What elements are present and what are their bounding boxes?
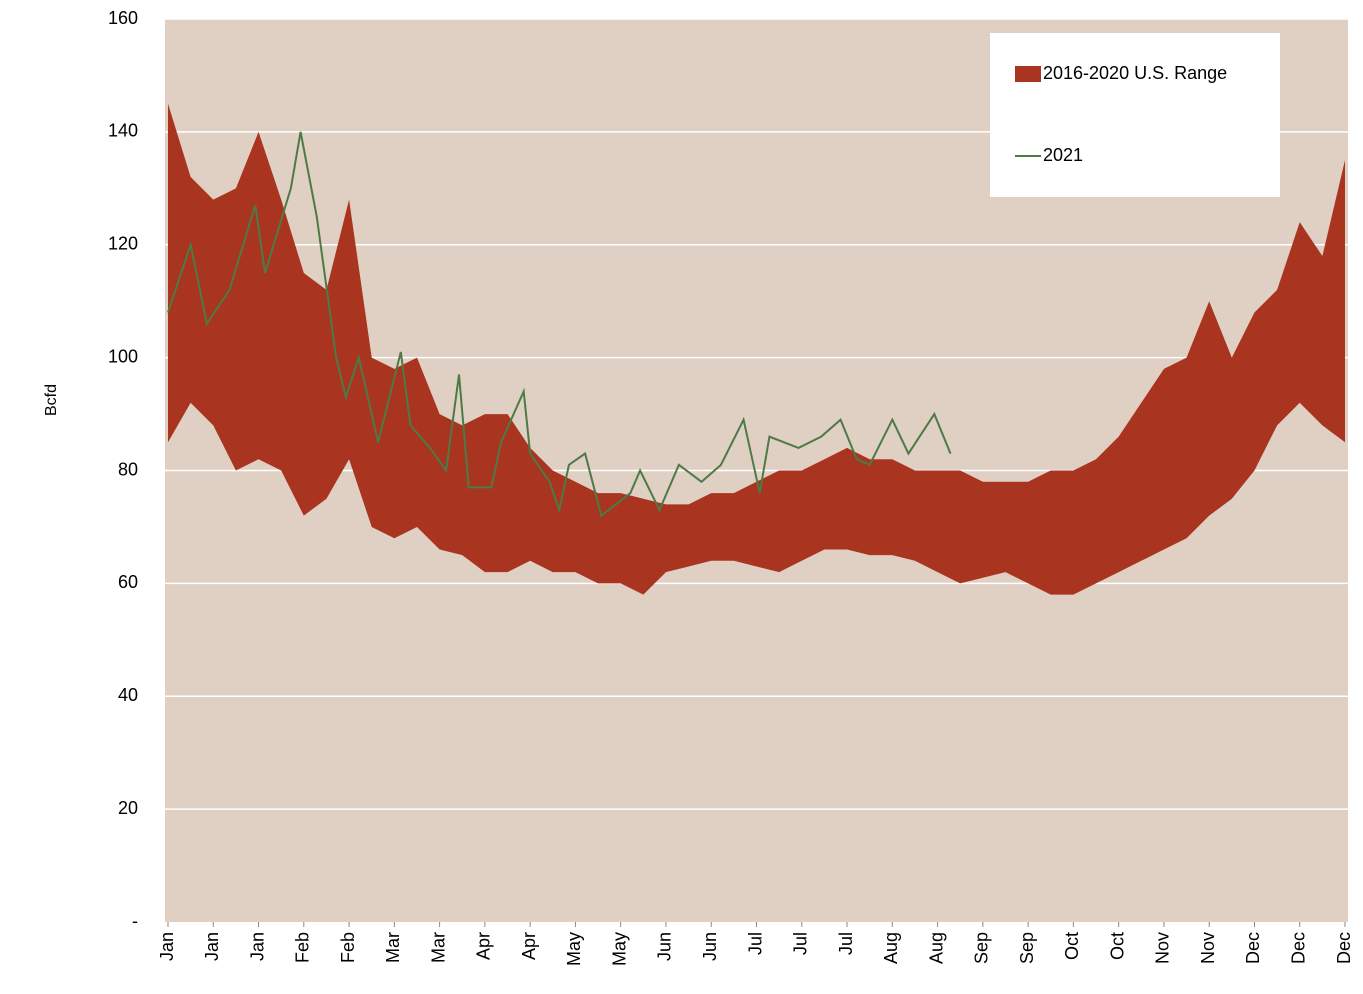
x-tick-label: Jul	[836, 932, 856, 955]
x-tick-label: Feb	[338, 932, 358, 963]
y-axis-label: Bcfd	[43, 384, 60, 416]
y-tick-label: 80	[118, 459, 138, 479]
y-tick-label: 160	[108, 8, 138, 28]
x-tick-label: Jan	[202, 932, 222, 961]
x-tick-label: May	[609, 932, 629, 966]
x-tick-label: Oct	[1062, 932, 1082, 960]
x-tick-label: Jun	[700, 932, 720, 961]
y-tick-label: 100	[108, 346, 138, 366]
legend-swatch	[1015, 66, 1041, 82]
x-tick-label: Apr	[474, 932, 494, 960]
x-tick-label: Mar	[383, 932, 403, 963]
x-tick-label: Nov	[1153, 932, 1173, 964]
y-tick-label: 40	[118, 685, 138, 705]
x-tick-label: Jun	[655, 932, 675, 961]
x-tick-label: Jan	[247, 932, 267, 961]
x-tick-label: Feb	[293, 932, 313, 963]
x-tick-label: Jul	[791, 932, 811, 955]
legend-box	[990, 33, 1280, 197]
range-area	[168, 103, 1345, 595]
x-tick-label: Aug	[926, 932, 946, 964]
x-tick-label: Apr	[519, 932, 539, 960]
x-tick-label: Dec	[1334, 932, 1354, 964]
x-tick-label: Sep	[972, 932, 992, 964]
x-tick-label: Jan	[157, 932, 177, 961]
y-tick-label: 20	[118, 798, 138, 818]
line-2021	[167, 131, 952, 518]
y-tick-label: 120	[108, 234, 138, 254]
x-tick-label: Nov	[1198, 932, 1218, 964]
x-tick-label: Dec	[1243, 932, 1263, 964]
x-tick-label: May	[564, 932, 584, 966]
legend-label: 2021	[1043, 145, 1083, 165]
y-tick-label: 60	[118, 572, 138, 592]
x-tick-label: Oct	[1107, 932, 1127, 960]
y-tick-label: 140	[108, 121, 138, 141]
x-tick-label: Dec	[1288, 932, 1308, 964]
x-tick-label: Mar	[428, 932, 448, 963]
x-tick-label: Jul	[745, 932, 765, 955]
x-tick-label: Aug	[881, 932, 901, 964]
y-tick-label: -	[132, 911, 138, 931]
legend-label: 2016-2020 U.S. Range	[1043, 63, 1227, 83]
x-tick-label: Sep	[1017, 932, 1037, 964]
